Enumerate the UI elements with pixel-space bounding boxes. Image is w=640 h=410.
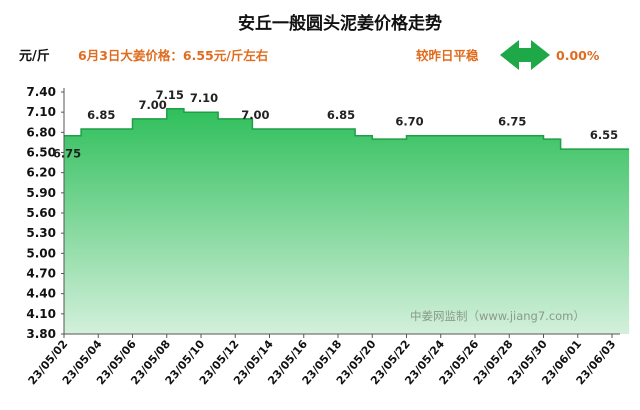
y-tick-label: 4.10	[26, 307, 56, 321]
y-tick-label: 4.40	[26, 287, 56, 301]
price-area	[64, 108, 630, 334]
chart-title: 安丘一般圆头泥姜价格走势	[238, 13, 442, 34]
data-label: 7.00	[241, 108, 269, 122]
price-info: 6月3日大姜价格：6.55元/斤左右	[78, 48, 268, 63]
data-label: 6.85	[87, 108, 115, 122]
y-tick-label: 5.00	[26, 246, 56, 260]
y-tick-label: 7.10	[26, 105, 56, 119]
data-label: 7.15	[156, 88, 184, 102]
y-tick-label: 6.80	[26, 125, 56, 139]
y-tick-label: 7.40	[26, 85, 56, 99]
price-line	[64, 108, 630, 150]
y-tick-label: 6.50	[26, 146, 56, 160]
y-tick-label: 5.30	[26, 226, 56, 240]
compare-value: 0.00%	[556, 48, 600, 63]
data-label: 6.75	[498, 115, 526, 129]
double-arrow-icon	[500, 40, 550, 70]
y-tick-label: 6.20	[26, 166, 56, 180]
unit-label: 元/斤	[19, 48, 50, 64]
compare-label: 较昨日平稳	[416, 48, 479, 63]
data-label: 6.75	[53, 147, 81, 161]
data-label: 6.85	[327, 108, 355, 122]
data-label: 7.10	[190, 91, 218, 105]
y-tick-label: 5.90	[26, 186, 56, 200]
y-tick-label: 4.70	[26, 267, 56, 281]
data-label: 6.55	[590, 128, 618, 142]
data-label: 6.70	[395, 115, 423, 129]
data-label: 7.00	[138, 98, 166, 112]
y-tick-label: 3.80	[26, 327, 56, 341]
watermark: 中姜网监制（www.jiang7.com）	[410, 309, 585, 323]
y-tick-label: 5.60	[26, 206, 56, 220]
